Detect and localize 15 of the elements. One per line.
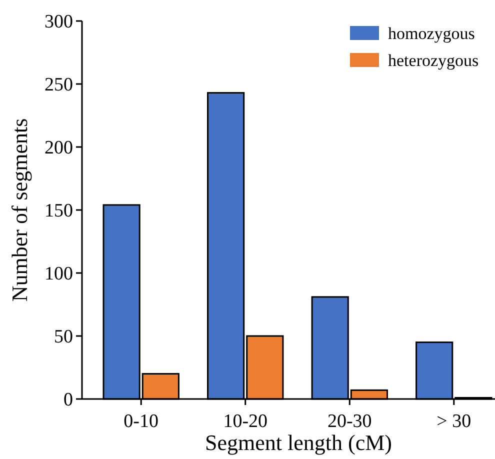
x-tick-label: 20-30 <box>327 411 372 432</box>
y-tick-label: 0 <box>64 390 73 411</box>
x-tick-label: 10-20 <box>223 411 268 432</box>
y-tick-label: 250 <box>44 74 73 96</box>
y-tick-label: 100 <box>44 264 73 285</box>
y-tick-label: 200 <box>44 138 73 159</box>
x-tick-label: 0-10 <box>124 411 159 432</box>
legend-label: heterozygous <box>388 50 479 70</box>
y-tick-label: 150 <box>44 200 73 222</box>
x-tick-label: > 30 <box>436 411 472 432</box>
x-axis-title: Segment length (cM) <box>205 430 392 455</box>
legend-label: homozygous <box>388 24 475 43</box>
y-tick-label: 300 <box>44 12 73 33</box>
y-axis-title: Number of segments <box>7 118 32 302</box>
y-tick-label: 50 <box>54 326 73 348</box>
